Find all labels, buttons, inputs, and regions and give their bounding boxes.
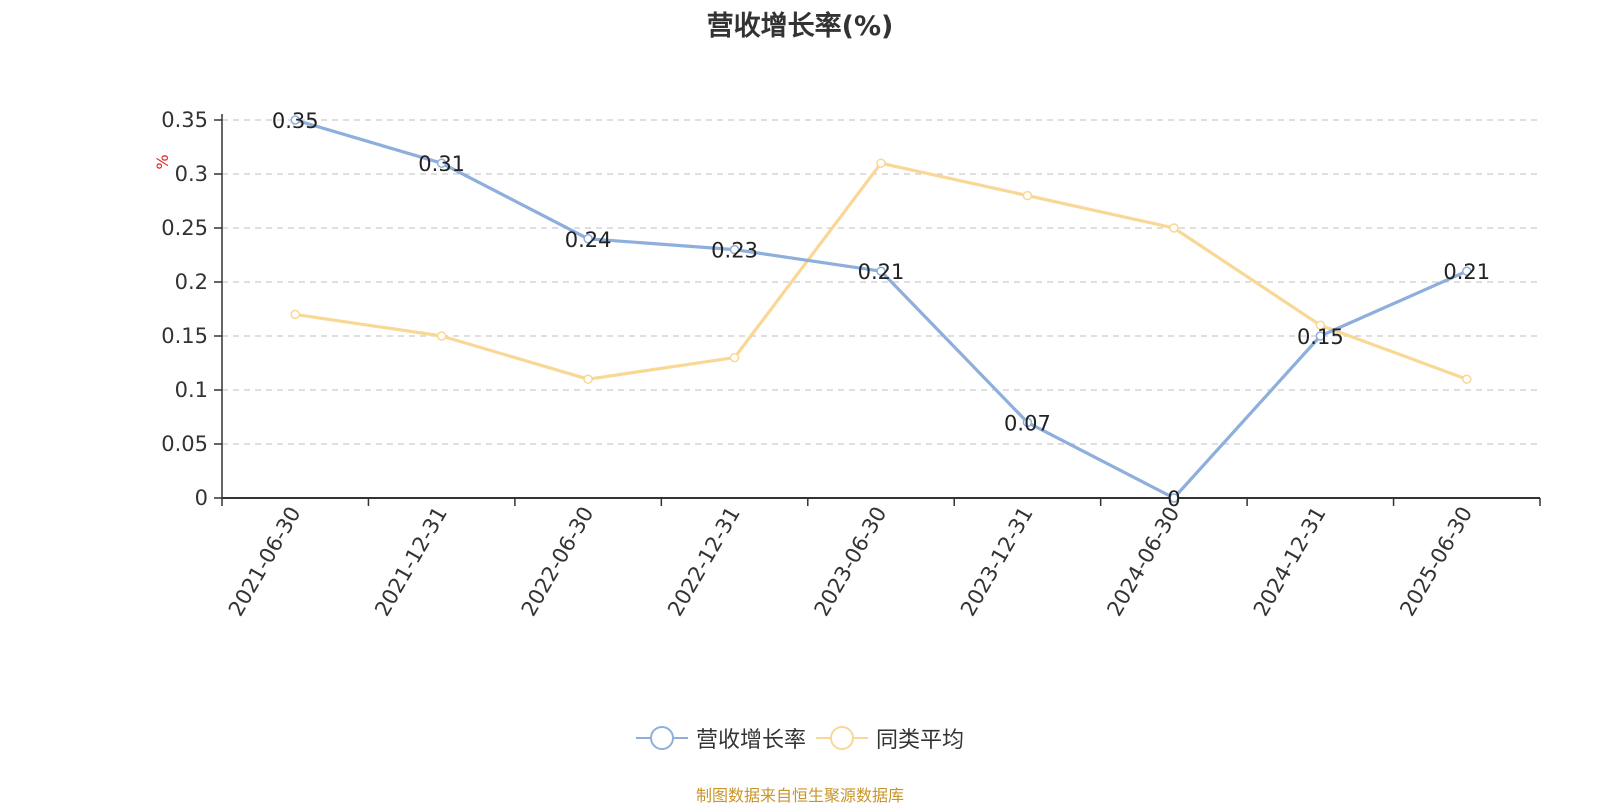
y-axis-unit-label: %: [153, 154, 172, 169]
data-point: [583, 374, 593, 384]
data-label: 0: [1167, 487, 1180, 511]
data-point: [876, 266, 886, 276]
data-label: 0.21: [858, 260, 905, 284]
data-point: [1462, 266, 1472, 276]
y-tick-label: 0.25: [161, 216, 208, 240]
chart-title: 营收增长率(%): [706, 11, 894, 42]
data-point: [729, 244, 740, 255]
data-point: [436, 158, 447, 168]
legend-item-peer-average[interactable]: 同类平均: [816, 722, 964, 754]
legend-marker-icon: [816, 726, 868, 750]
x-tick-label: 2023-12-31: [956, 503, 1038, 621]
y-tick-label: 0.1: [175, 378, 208, 402]
y-tick-label: 0: [195, 486, 208, 510]
data-point: [1169, 223, 1179, 233]
x-tick-label: 2025-06-30: [1395, 503, 1477, 621]
legend-label: 营收增长率: [695, 728, 806, 753]
data-label: 0.23: [711, 239, 758, 263]
x-tick-label: 2022-06-30: [517, 503, 599, 621]
x-tick-label: 2021-06-30: [224, 503, 306, 621]
data-labels: 0.35 0.31 0.24 0.23 0.21 0.07 0 0.15 0.21: [272, 109, 1490, 511]
series-line: [294, 118, 1468, 500]
data-point: [876, 158, 886, 168]
y-tick-label: 0.35: [161, 108, 208, 132]
data-label: 0.31: [418, 152, 465, 176]
data-point: [1169, 493, 1179, 503]
x-tick-label: 2022-12-31: [663, 503, 745, 621]
axes: 0 0.05 0.1 0.15 0.2 0.25 0.3 0.35% 2021-06-30 202…: [153, 108, 1541, 621]
series-lines: [290, 115, 1472, 503]
source-note: 制图数据来自恒生聚源数据库: [695, 786, 904, 805]
y-tick-label: 0.05: [161, 432, 208, 456]
y-tick-label: 0.3: [175, 162, 208, 186]
data-point: [290, 115, 300, 125]
x-tick-label: 2021-12-31: [370, 503, 452, 621]
data-label: 0.07: [1004, 411, 1051, 435]
legend-label: 同类平均: [876, 728, 965, 753]
data-point: [1315, 331, 1326, 341]
data-label: 0.15: [1297, 325, 1344, 349]
y-tick-label: 0.2: [175, 270, 208, 294]
data-point: [290, 309, 300, 320]
data-label: 0.35: [272, 109, 319, 133]
legend-item-revenue-growth[interactable]: 营收增长率: [635, 722, 806, 754]
data-point: [1022, 190, 1033, 201]
data-point: [1022, 417, 1033, 428]
data-point: [729, 352, 740, 363]
legend: 营收增长率 同类平均: [0, 722, 1600, 754]
data-label: 0.21: [1443, 260, 1490, 284]
x-tick-label: 2023-06-30: [810, 503, 892, 621]
data-point: [436, 331, 447, 341]
data-point: [583, 234, 593, 244]
x-tick-label: 2024-12-31: [1249, 503, 1331, 621]
x-tick-label: 2024-06-30: [1102, 503, 1184, 621]
data-point: [1315, 320, 1326, 330]
data-label: 0.24: [565, 228, 612, 252]
y-tick-label: 0.15: [161, 324, 208, 348]
data-point: [1462, 374, 1472, 384]
legend-marker-icon: [635, 726, 688, 750]
